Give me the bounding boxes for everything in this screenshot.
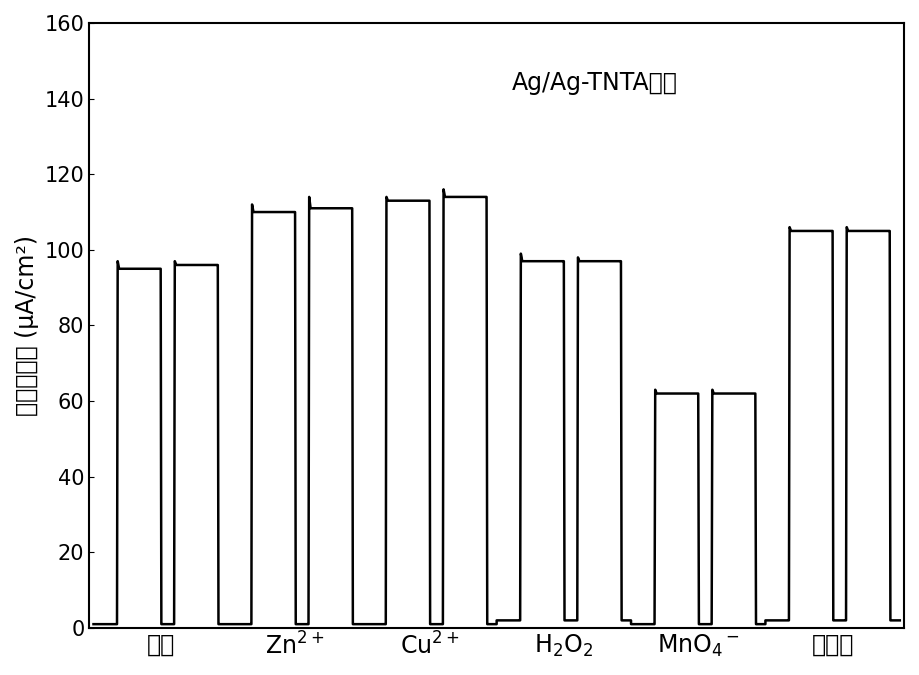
Text: Ag/Ag-TNTA电极: Ag/Ag-TNTA电极 [512, 72, 677, 95]
Y-axis label: 光电流密度 (μA/cm²): 光电流密度 (μA/cm²) [15, 235, 39, 416]
